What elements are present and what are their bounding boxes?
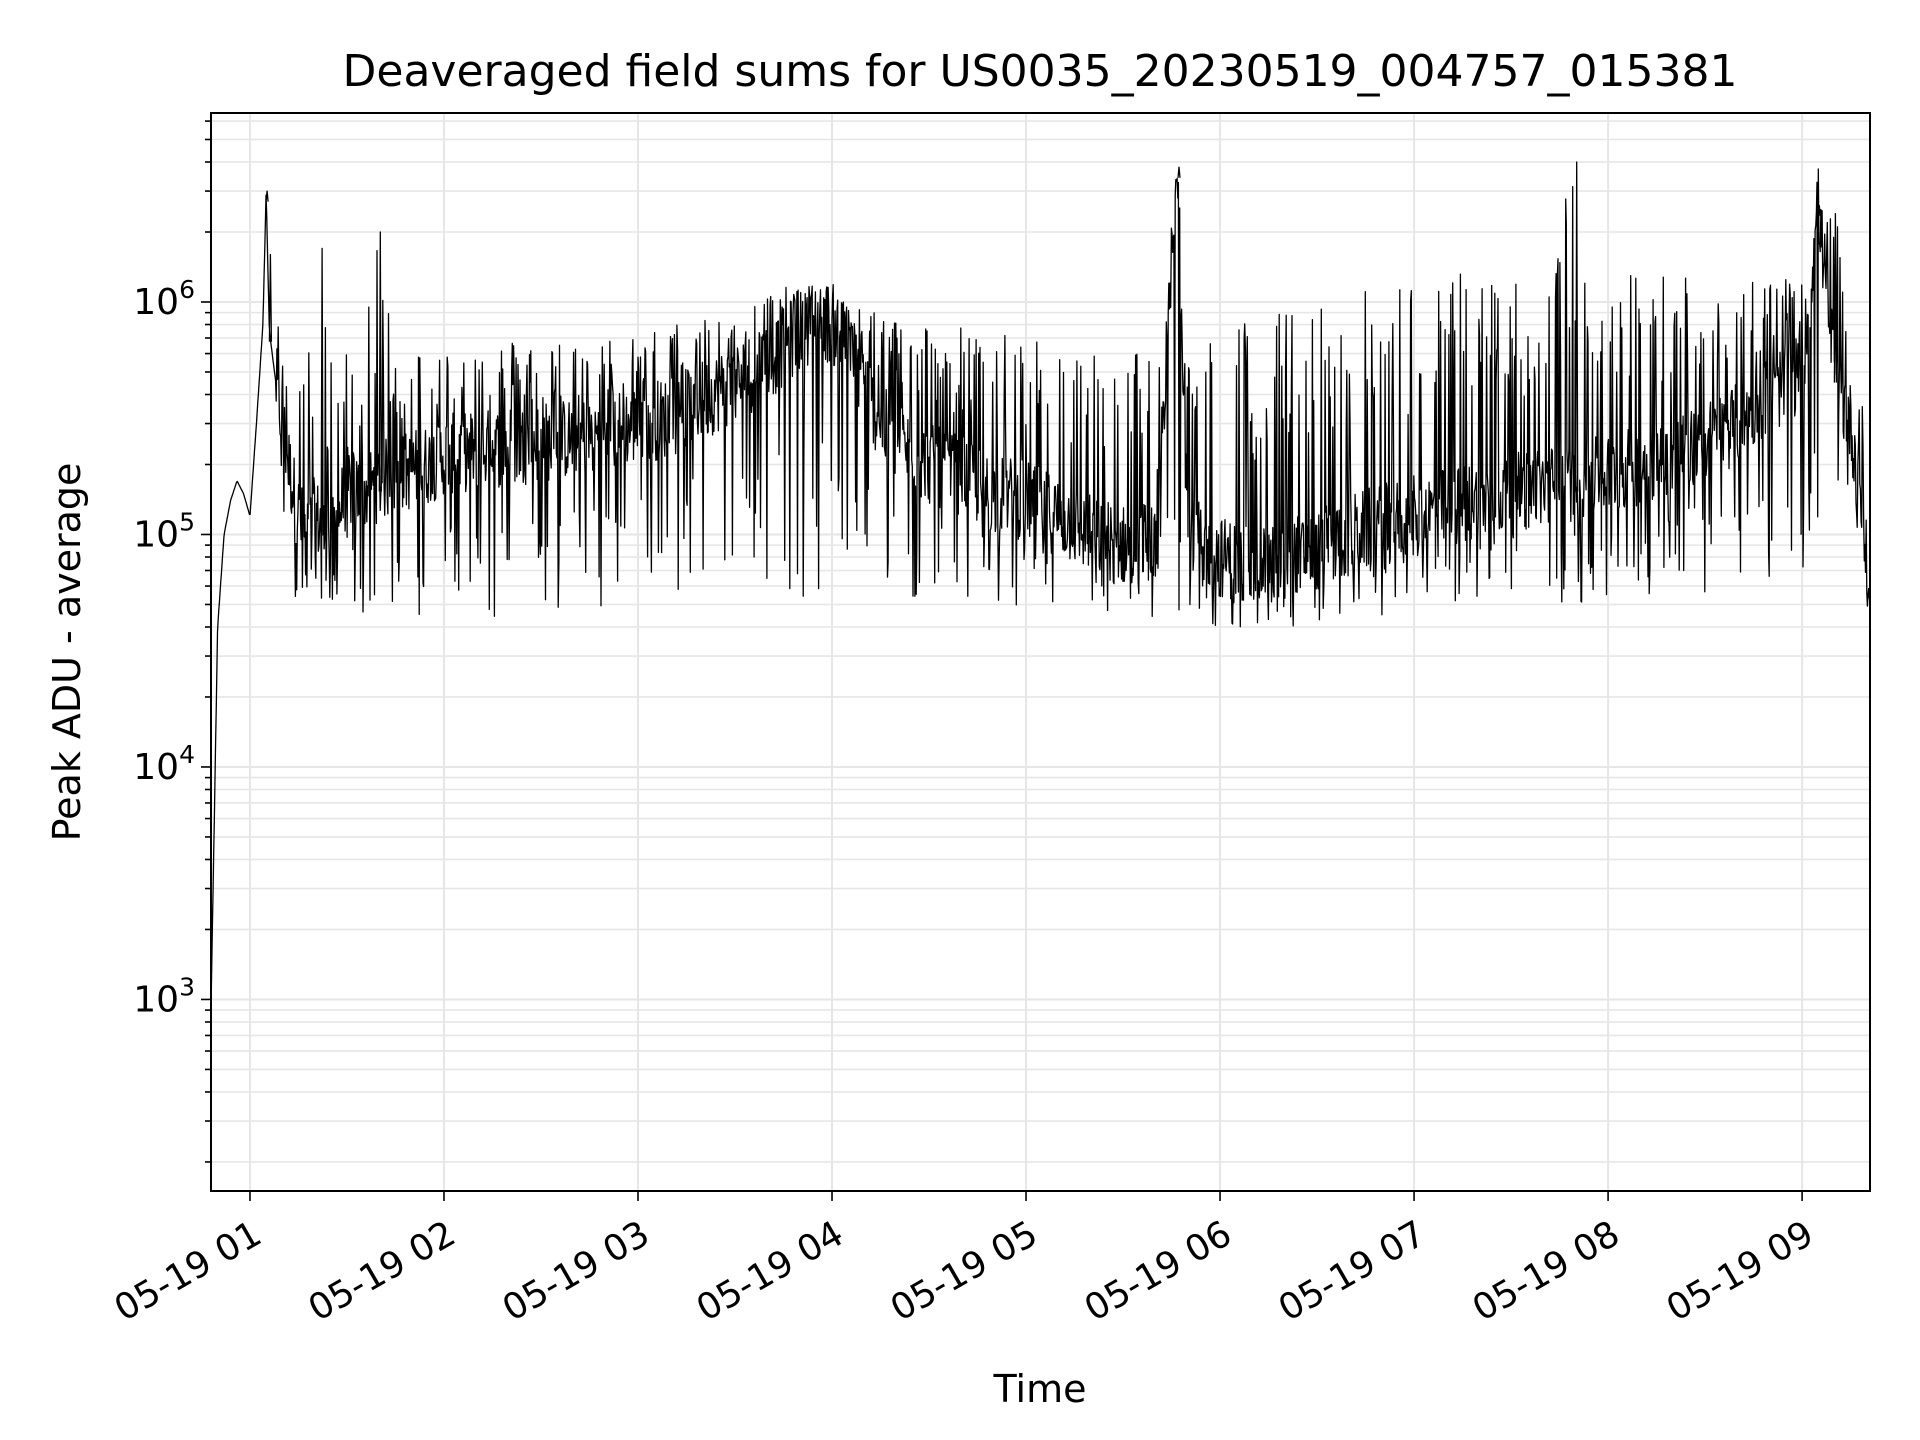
chart-title: Deaveraged field sums for US0035_2023051…: [343, 46, 1738, 97]
y-tick-label: 106: [133, 275, 195, 323]
y-tick-base: 10: [133, 282, 179, 323]
y-tick-exponent: 4: [179, 740, 195, 769]
y-tick-exponent: 5: [179, 507, 195, 536]
y-tick-label: 103: [133, 972, 195, 1020]
y-axis-label: Peak ADU - average: [45, 463, 89, 842]
series-line: [210, 161, 1871, 1000]
y-tick-label: 105: [133, 507, 195, 555]
y-tick-label: 104: [133, 740, 195, 788]
y-tick-exponent: 6: [179, 275, 195, 304]
y-tick-base: 10: [133, 514, 179, 555]
plot-frame: [210, 112, 1871, 1192]
y-tick-base: 10: [133, 979, 179, 1020]
x-axis-label: Time: [993, 1367, 1087, 1411]
y-tick-exponent: 3: [179, 972, 195, 1001]
plot-line: [210, 161, 1871, 1000]
y-tick-base: 10: [133, 747, 179, 788]
